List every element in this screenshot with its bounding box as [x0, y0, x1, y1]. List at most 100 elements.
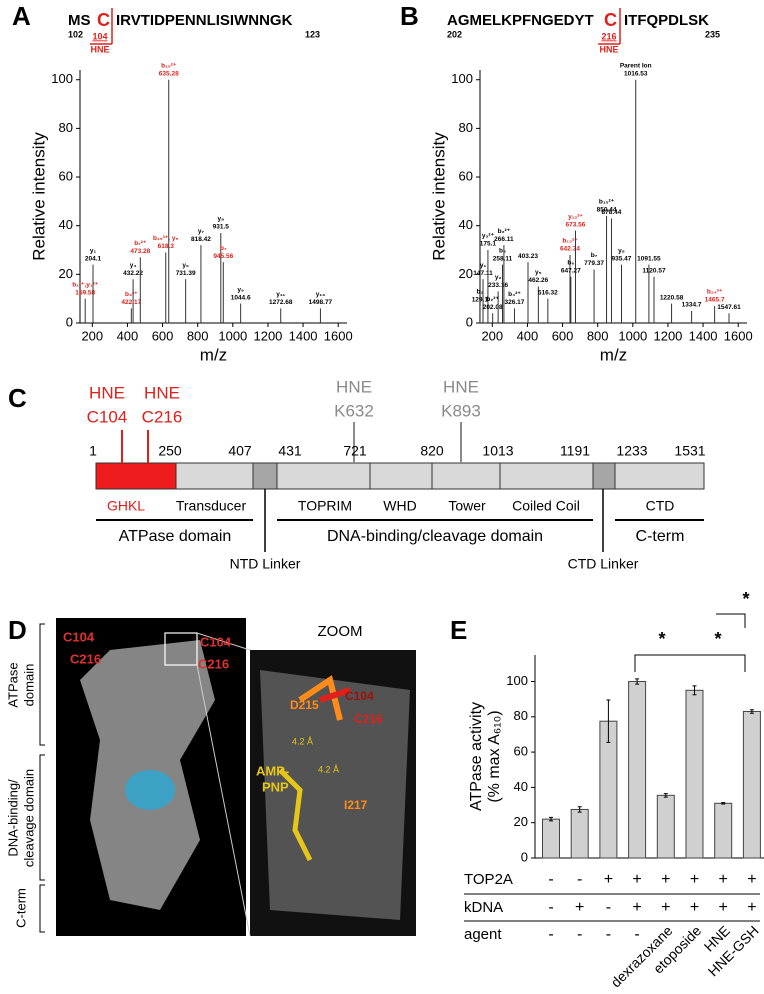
bar — [628, 680, 647, 859]
error-bar — [635, 678, 640, 685]
x-tick-label: 1000 — [218, 328, 247, 343]
site-residue: K632 — [334, 401, 374, 420]
row-value: + — [632, 871, 641, 888]
row-label: agent — [464, 926, 502, 943]
error-bar — [749, 709, 754, 714]
panel-letter: A — [12, 1, 31, 31]
peak-mz: 850.44 — [597, 207, 617, 214]
subdomain: TOPRIM — [298, 498, 352, 514]
residue-label: C104 — [345, 689, 374, 703]
bracket-label: DNA-binding/ — [5, 779, 20, 857]
x-tick-label: 200 — [81, 328, 103, 343]
x-tick-label: 1000 — [618, 328, 647, 343]
peak-mz: 204.1 — [85, 255, 102, 262]
row-value: + — [719, 871, 728, 888]
seq-number: 123 — [305, 29, 320, 39]
row-value: - — [548, 871, 553, 888]
y-tick-label: 20 — [514, 814, 528, 829]
seq-number: 102 — [68, 29, 83, 39]
row-value: + — [661, 899, 670, 916]
seq-site: C — [97, 10, 110, 30]
y-tick-label: 80 — [514, 708, 528, 723]
peak-ion: b₂₄³⁺ — [707, 289, 723, 296]
row-value: + — [747, 871, 756, 888]
peak-mz: 266.11 — [494, 236, 514, 243]
site-residue: K893 — [441, 401, 481, 420]
error-bar — [721, 802, 726, 805]
peak-ion: y₅ — [535, 269, 542, 276]
boundary: 1191 — [560, 443, 590, 459]
residue-label: C216 — [198, 656, 229, 671]
row-value: - — [634, 926, 639, 943]
peak-mz: 147.11 — [473, 270, 493, 277]
error-bar — [606, 699, 611, 743]
peak-ion: b₄²⁺ — [508, 291, 521, 298]
x-axis-label: m/z — [200, 345, 227, 364]
mod-label: HNE — [90, 44, 109, 54]
panel-letter: B — [400, 1, 419, 31]
x-tick-label: 800 — [587, 328, 609, 343]
peak-mz: 422.17 — [121, 299, 141, 306]
peak-ion: b₇²⁺ — [134, 240, 147, 247]
peak-ion: b₁₃²⁺ — [562, 238, 578, 245]
row-value: - — [548, 926, 553, 943]
peak-mz: 935.47 — [612, 255, 632, 262]
peak-mz: 326.17 — [505, 299, 525, 306]
peak-mz: 159.58 — [75, 289, 95, 296]
x-tick-label: 800 — [187, 328, 209, 343]
peak-mz: 258.11 — [493, 255, 513, 262]
row-value: + — [575, 899, 584, 916]
peak-ion: y₇ — [198, 228, 205, 235]
boundary: 820 — [420, 443, 444, 459]
error-bar — [577, 806, 582, 813]
seq-number: 202 — [447, 29, 462, 39]
subdomain: Coiled Coil — [512, 498, 580, 514]
linker: NTD Linker — [230, 556, 301, 572]
residue-label: C216 — [354, 712, 383, 726]
peak-ion: y₈ — [618, 247, 625, 254]
peak-mz: 1272.68 — [269, 299, 293, 306]
peak-mz: 202.08 — [483, 304, 503, 311]
row-label: kDNA — [464, 899, 503, 916]
peak-ion: b₇ — [591, 252, 598, 259]
y-tick-label: 80 — [459, 120, 473, 135]
bar — [656, 794, 675, 859]
peak-ion: b₇ — [220, 245, 227, 252]
peak-mz: 945.56 — [213, 253, 233, 260]
significance: * — [658, 629, 665, 649]
y-tick-label: 60 — [59, 168, 73, 183]
y-tick-label: 0 — [66, 314, 73, 329]
boundary: 250 — [158, 443, 182, 459]
peak-mz: 673.56 — [566, 221, 586, 228]
y-tick-label: 100 — [451, 71, 473, 86]
peak-ion: y₈ — [217, 216, 224, 223]
peak-ion: b₃ — [499, 247, 506, 254]
peak-mz: 1498.77 — [309, 299, 333, 306]
boundary: 431 — [278, 443, 302, 459]
row-value: + — [661, 871, 670, 888]
peak-ion: y₉ — [237, 286, 244, 293]
seq-number: 216 — [601, 31, 616, 41]
residue-label: C216 — [70, 651, 101, 666]
peptide: MS C IRVTIDPENNLISIWNNGK 102 104 HNE 123 — [68, 8, 320, 54]
peak-mz: 175.1 — [480, 241, 497, 248]
peak-ion: y₁ — [480, 262, 487, 269]
peak-mz: 642.34 — [560, 246, 580, 253]
bar — [742, 710, 761, 859]
peak-mz: 1120.57 — [642, 267, 666, 274]
subdomain: CTD — [646, 498, 675, 514]
subdomain: GHKL — [107, 498, 145, 514]
peak-ion: y₁₃ — [316, 291, 325, 298]
row-value: - — [606, 899, 611, 916]
peak-mz: 647.27 — [561, 267, 581, 274]
x-tick-label: 400 — [517, 328, 539, 343]
mod-label: HNE — [599, 44, 618, 54]
peak-ion: b₃²⁺ — [125, 291, 138, 298]
domain: C-term — [636, 528, 685, 545]
bracket-label: C-term — [13, 888, 28, 928]
peak-mz: 1044.6 — [231, 294, 251, 301]
peak-mz: 779.37 — [584, 260, 604, 267]
row-value: + — [747, 899, 756, 916]
boundary: 407 — [228, 443, 252, 459]
row-value: - — [577, 871, 582, 888]
